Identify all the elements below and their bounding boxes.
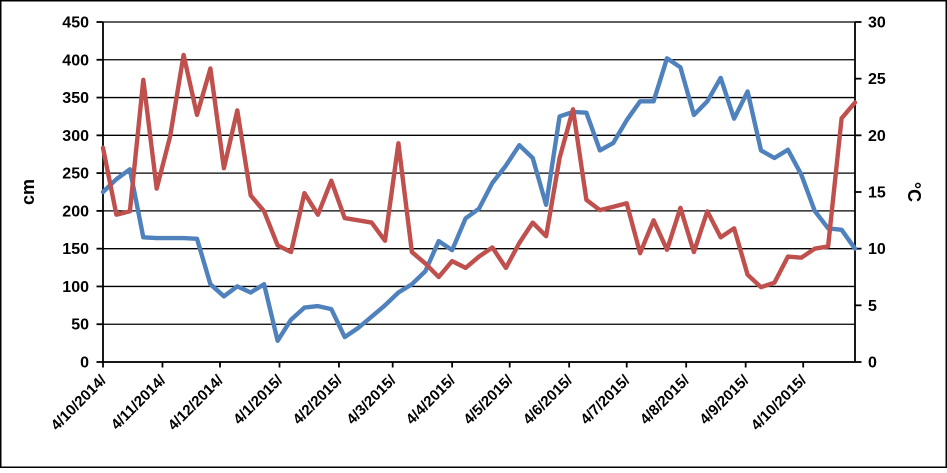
left-axis-tick-label: 350 <box>62 90 89 107</box>
left-axis-tick-label: 150 <box>62 241 89 258</box>
left-axis-tick-label: 0 <box>80 355 89 372</box>
series-line-cm <box>100 56 858 343</box>
right-axis-tick-label: 0 <box>868 355 877 372</box>
right-axis-title: °C <box>904 182 924 202</box>
left-axis-tick-label: 400 <box>62 52 89 69</box>
right-axis-tick-label: 5 <box>868 298 877 315</box>
left-axis-tick-label: 200 <box>62 203 89 220</box>
right-axis-tick-label: 10 <box>868 241 886 258</box>
left-axis-title: cm <box>18 179 38 205</box>
left-axis-tick-label: 100 <box>62 279 89 296</box>
right-axis-tick-label: 25 <box>868 71 886 88</box>
left-axis-tick-label: 450 <box>62 15 89 32</box>
left-axis-tick-label: 300 <box>62 128 89 145</box>
left-axis-tick-label: 50 <box>71 317 89 334</box>
right-axis-tick-label: 20 <box>868 128 886 145</box>
series-line-temperature <box>100 52 858 290</box>
left-axis-tick-label: 250 <box>62 166 89 183</box>
right-axis-tick-label: 30 <box>868 15 886 32</box>
right-axis-tick-label: 15 <box>868 185 886 202</box>
